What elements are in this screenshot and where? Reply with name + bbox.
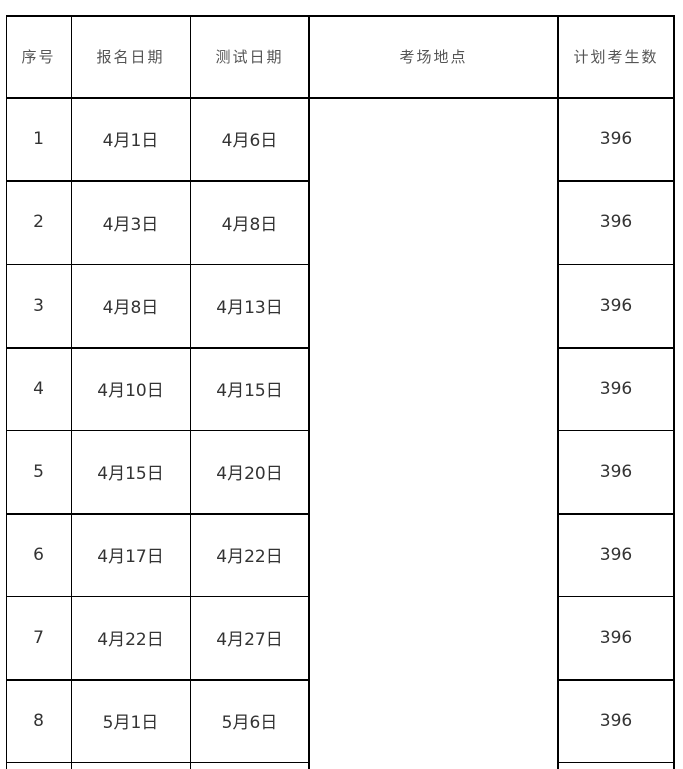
row-border	[6, 97, 675, 99]
row-border	[558, 513, 675, 515]
row-border	[6, 430, 310, 431]
cell-count: 396	[599, 710, 633, 731]
column-border	[557, 15, 559, 769]
row-border	[6, 679, 310, 681]
cell-no: 7	[33, 627, 44, 648]
cell-register: 4月22日	[97, 630, 164, 650]
cell-test: 4月15日	[216, 381, 283, 401]
cell-register: 4月3日	[102, 214, 159, 235]
cell-no: 2	[33, 212, 44, 232]
cell-test: 5月6日	[221, 713, 278, 733]
column-border	[308, 15, 310, 769]
column-border	[673, 15, 675, 769]
cell-no: 5	[33, 461, 44, 482]
row-border	[558, 679, 675, 681]
header-no: 序号	[21, 47, 56, 66]
cell-no: 4	[33, 378, 44, 399]
cell-test: 4月22日	[216, 547, 283, 567]
cell-no: 3	[33, 295, 44, 316]
header-test-date: 测试日期	[215, 47, 284, 66]
row-border	[6, 15, 675, 17]
cell-no: 1	[33, 128, 44, 149]
header-register-date: 报名日期	[96, 47, 165, 66]
cell-test: 4月6日	[221, 131, 278, 151]
cell-register: 5月1日	[102, 713, 159, 733]
column-border	[6, 15, 7, 769]
cell-register: 4月1日	[102, 131, 159, 151]
row-border	[558, 180, 675, 182]
row-border	[558, 762, 675, 763]
cell-register: 4月8日	[102, 298, 159, 318]
column-border	[190, 15, 191, 769]
row-border	[558, 347, 675, 349]
cell-no: 6	[33, 544, 44, 565]
cell-test: 4月20日	[216, 464, 283, 484]
row-border	[558, 264, 675, 265]
column-border	[71, 15, 72, 769]
cell-no: 8	[33, 710, 44, 731]
cell-register: 4月17日	[97, 547, 164, 567]
header-planned-count: 计划考生数	[573, 47, 659, 66]
cell-test: 4月27日	[216, 630, 283, 650]
cell-count: 396	[599, 128, 633, 149]
cell-test: 4月8日	[221, 214, 278, 235]
row-border	[558, 430, 675, 431]
row-border	[6, 180, 310, 182]
row-border	[6, 762, 310, 763]
row-border	[6, 596, 310, 597]
row-border	[558, 596, 675, 597]
row-border	[6, 347, 310, 349]
cell-count: 396	[599, 544, 633, 565]
cell-count: 396	[599, 461, 633, 482]
cell-register: 4月15日	[97, 464, 164, 484]
row-border	[6, 513, 310, 515]
cell-count: 396	[599, 212, 633, 232]
header-location: 考场地点	[399, 47, 468, 66]
cell-count: 396	[599, 627, 633, 648]
row-border	[6, 264, 310, 265]
cell-test: 4月13日	[216, 298, 283, 318]
cell-count: 396	[599, 378, 633, 399]
cell-count: 396	[599, 295, 633, 316]
cell-register: 4月10日	[97, 381, 164, 401]
